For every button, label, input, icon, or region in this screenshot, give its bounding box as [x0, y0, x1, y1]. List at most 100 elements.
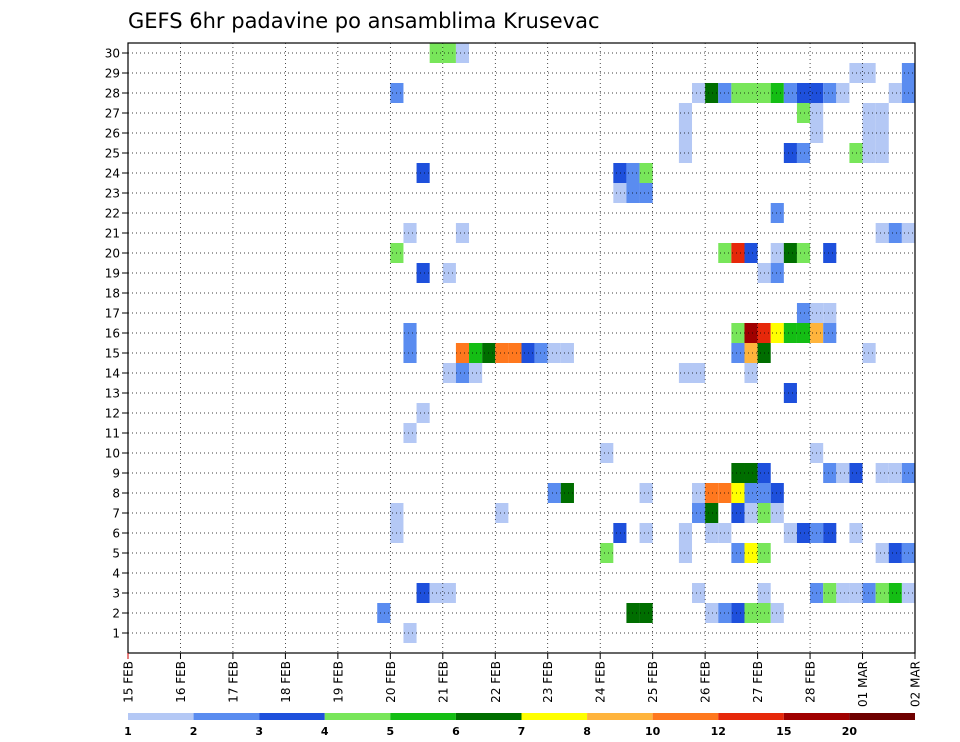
heatmap-cell [678, 543, 693, 563]
y-tick-label: 21 [105, 227, 120, 241]
legend-label: 1 [124, 725, 132, 738]
x-tick-label: 19 FEB [331, 661, 345, 703]
heatmap-cell [888, 463, 902, 483]
heatmap-cell [836, 83, 850, 103]
heatmap-cell [731, 343, 745, 363]
heatmap-cell [455, 43, 470, 63]
y-tick-label: 28 [105, 87, 120, 101]
heatmap-cell [744, 323, 758, 343]
heatmap-cell [416, 583, 430, 603]
heatmap-cell [836, 463, 850, 483]
heatmap-cell [403, 223, 417, 243]
legend-swatch [193, 713, 260, 720]
heatmap-cell [639, 523, 653, 543]
heatmap-cell [823, 323, 837, 343]
heatmap-cell [875, 543, 889, 563]
heatmap-cell [731, 503, 745, 523]
heatmap-cell [783, 523, 797, 543]
heatmap-cell [403, 623, 417, 643]
heatmap-cell [678, 123, 693, 143]
heatmap-cell [796, 323, 811, 343]
heatmap-cell [744, 603, 758, 623]
heatmap-cell [875, 583, 889, 603]
heatmap-cell [862, 583, 876, 603]
heatmap-cell [705, 523, 719, 543]
y-tick-label: 11 [105, 427, 120, 441]
heatmap-cell [639, 603, 653, 623]
heatmap-cell [678, 523, 693, 543]
heatmap-cell [547, 483, 561, 503]
plot-frame [127, 42, 916, 654]
legend-swatch [259, 713, 325, 720]
heatmap-cell [469, 363, 483, 383]
legend-swatch [455, 713, 522, 720]
x-tick-label: 20 FEB [384, 661, 398, 703]
heatmap-cell [534, 343, 548, 363]
heatmap-cell [823, 523, 837, 543]
heatmap-cell [469, 343, 483, 363]
heatmap-cell [875, 143, 889, 163]
heatmap-cell [796, 83, 811, 103]
heatmap-cell [547, 343, 561, 363]
y-tick-label: 6 [112, 527, 120, 541]
heatmap-cell [783, 83, 797, 103]
heatmap-cell [875, 123, 889, 143]
heatmap-cell [888, 543, 902, 563]
heatmap-cell [403, 323, 417, 343]
heatmap-cell [731, 543, 745, 563]
heatmap-cell [744, 83, 758, 103]
heatmap-cell [416, 163, 430, 183]
y-tick-label: 2 [112, 607, 120, 621]
heatmap-cell [731, 323, 745, 343]
x-tick-label: 28 FEB [804, 661, 818, 703]
heatmap-cell [508, 343, 522, 363]
y-tick-label: 23 [105, 187, 120, 201]
heatmap-cell [796, 103, 811, 123]
legend-label: 3 [255, 725, 263, 738]
heatmap-cell [783, 243, 797, 263]
heatmap-cell [613, 523, 627, 543]
y-tick-label: 30 [105, 47, 120, 61]
heatmap-cell [744, 463, 758, 483]
heatmap-cell [875, 463, 889, 483]
x-tick-label: 25 FEB [646, 661, 660, 703]
heatmap-cell [403, 343, 417, 363]
x-tick-label: 27 FEB [751, 661, 765, 703]
y-tick-label: 24 [105, 167, 120, 181]
heatmap-cell [678, 143, 693, 163]
y-tick-label: 1 [112, 627, 120, 641]
x-tick-label: 18 FEB [279, 661, 293, 703]
heatmap-cell [495, 503, 509, 523]
heatmap-cell [875, 103, 889, 123]
heatmap-cells [377, 43, 915, 643]
heatmap-cell [639, 483, 653, 503]
heatmap-cell [705, 83, 719, 103]
heatmap-cell [823, 243, 837, 263]
heatmap-cell [862, 343, 876, 363]
heatmap-cell [849, 523, 863, 543]
x-tick-label: 16 FEB [174, 661, 188, 703]
heatmap-cell [613, 163, 627, 183]
legend-label: 8 [583, 725, 591, 738]
heatmap-cell [639, 183, 653, 203]
heatmap-cell [770, 83, 784, 103]
heatmap-cell [862, 123, 876, 143]
y-tick-label: 8 [112, 487, 120, 501]
x-axis-ticks: 15 FEB 16 FEB 17 FEB 18 FEB 19 FEB 20 FEB 21 F… [122, 653, 923, 707]
legend-swatch [128, 713, 194, 720]
legend-swatch [652, 713, 719, 720]
heatmap-cell [744, 243, 758, 263]
legend-swatch [587, 713, 653, 720]
heatmap-cell [836, 583, 850, 603]
heatmap-cell [783, 383, 797, 403]
heatmap-cell [783, 323, 797, 343]
legend-label: 10 [645, 725, 661, 738]
heatmap-cell [770, 263, 784, 283]
y-tick-label: 9 [112, 467, 120, 481]
legend-swatch [324, 713, 391, 720]
heatmap-cell [888, 83, 902, 103]
heatmap-cell [770, 483, 784, 503]
y-tick-label: 16 [105, 327, 120, 341]
heatmap-cell [875, 223, 889, 243]
y-tick-label: 3 [112, 587, 120, 601]
